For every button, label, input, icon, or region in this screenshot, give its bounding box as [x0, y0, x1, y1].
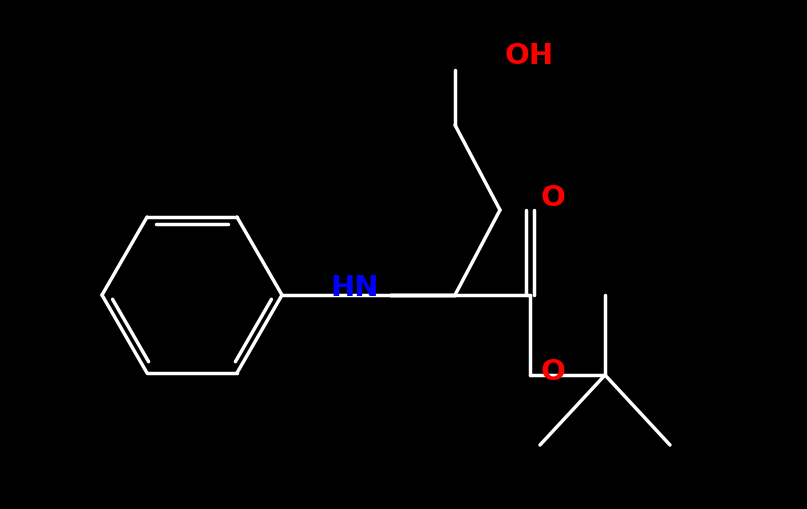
Text: O: O — [540, 184, 565, 212]
Text: HN: HN — [330, 274, 378, 302]
Text: OH: OH — [505, 42, 554, 70]
Text: O: O — [540, 358, 565, 386]
